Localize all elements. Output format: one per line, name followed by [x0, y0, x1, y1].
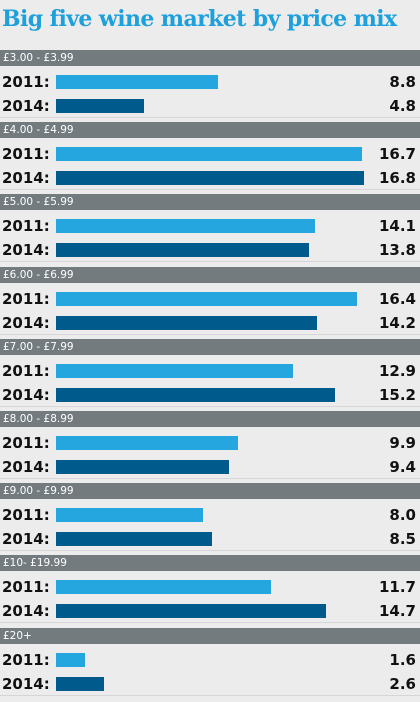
- data-label: 15.2: [378, 385, 416, 404]
- data-label: 8.0: [389, 506, 416, 525]
- bar-2014: [56, 676, 104, 691]
- price-band-group: £9.00 - £9.99 2011: 8.0 2014: 8.5: [0, 483, 420, 555]
- price-band-group: £10- £19.99 2011: 11.7 2014: 14.7: [0, 555, 420, 627]
- data-label: 4.8: [389, 97, 416, 115]
- price-band-group: £4.00 - £4.99 2011: 16.7 2014: 16.8: [0, 122, 420, 194]
- bar-2011: [56, 436, 238, 450]
- bar-2014: [56, 243, 309, 258]
- price-band-group: £5.00 - £5.99 2011: 14.1 2014: 13.8: [0, 194, 420, 266]
- price-band-label: £6.00 - £6.99: [0, 266, 420, 283]
- bar-2014: [56, 532, 212, 547]
- bar-row: 2014: 15.2: [0, 383, 420, 407]
- data-label: 1.6: [389, 650, 416, 669]
- bar-2011: [56, 147, 362, 162]
- price-band-group: £3.00 - £3.99 2011: 8.8 2014: 4.8: [0, 50, 420, 122]
- series-label: 2014:: [2, 313, 50, 332]
- bar-2011: [56, 580, 271, 595]
- data-label: 8.5: [389, 530, 416, 549]
- series-label: 2014:: [2, 458, 50, 476]
- bar-2011: [56, 291, 357, 306]
- bar-row: 2011: 9.9: [0, 431, 420, 455]
- bar-2011: [56, 363, 293, 378]
- bar-2011: [56, 75, 218, 89]
- data-label: 8.8: [389, 73, 416, 91]
- data-label: 9.4: [389, 458, 416, 476]
- series-label: 2014:: [2, 241, 50, 260]
- series-label: 2014:: [2, 385, 50, 404]
- data-label: 2.6: [389, 674, 416, 693]
- series-label: 2014:: [2, 97, 50, 115]
- series-label: 2011:: [2, 289, 50, 308]
- series-label: 2014:: [2, 602, 50, 621]
- chart-title: Big five wine market by price mix: [2, 6, 397, 32]
- price-band-group: £20+ 2011: 1.6 2014: 2.6: [0, 627, 420, 700]
- series-label: 2011:: [2, 434, 50, 452]
- price-band-group: £7.00 - £7.99 2011: 12.9 2014: 15.2: [0, 338, 420, 411]
- series-label: 2011:: [2, 506, 50, 525]
- bar-2011: [56, 508, 203, 523]
- price-band-group: £6.00 - £6.99 2011: 16.4 2014: 14.2: [0, 266, 420, 339]
- bar-2011: [56, 219, 315, 234]
- bar-2014: [56, 315, 317, 330]
- data-label: 12.9: [378, 361, 416, 380]
- bar-row: 2014: 2.6: [0, 672, 420, 696]
- bar-2014: [56, 604, 326, 619]
- price-band-label: £20+: [0, 627, 420, 644]
- price-band-label: £3.00 - £3.99: [0, 50, 420, 66]
- series-label: 2014:: [2, 530, 50, 549]
- price-band-label: £10- £19.99: [0, 555, 420, 572]
- series-label: 2014:: [2, 674, 50, 693]
- series-label: 2011:: [2, 361, 50, 380]
- data-label: 16.4: [378, 289, 416, 308]
- series-label: 2014:: [2, 169, 50, 188]
- data-label: 14.2: [378, 313, 416, 332]
- data-label: 16.7: [378, 145, 416, 164]
- bar-row: 2014: 16.8: [0, 166, 420, 191]
- bar-row: 2011: 11.7: [0, 575, 420, 599]
- bar-2014: [56, 171, 364, 186]
- data-label: 14.7: [378, 602, 416, 621]
- price-band-label: £8.00 - £8.99: [0, 411, 420, 427]
- bar-row: 2011: 16.4: [0, 287, 420, 311]
- bar-row: 2011: 1.6: [0, 648, 420, 672]
- bar-row: 2011: 8.8: [0, 70, 420, 94]
- series-label: 2011:: [2, 217, 50, 236]
- bar-row: 2014: 13.8: [0, 238, 420, 263]
- bar-row: 2014: 9.4: [0, 455, 420, 479]
- bar-2014: [56, 460, 229, 474]
- bar-2014: [56, 387, 335, 402]
- bar-row: 2011: 8.0: [0, 503, 420, 527]
- price-band-label: £9.00 - £9.99: [0, 483, 420, 500]
- series-label: 2011:: [2, 73, 50, 91]
- bar-row: 2014: 4.8: [0, 94, 420, 118]
- data-label: 9.9: [389, 434, 416, 452]
- bar-row: 2011: 16.7: [0, 142, 420, 166]
- bar-2011: [56, 652, 85, 667]
- series-label: 2011:: [2, 578, 50, 597]
- price-band-label: £5.00 - £5.99: [0, 194, 420, 211]
- price-band-label: £7.00 - £7.99: [0, 338, 420, 355]
- bar-2014: [56, 99, 144, 113]
- bar-row: 2014: 14.7: [0, 599, 420, 624]
- data-label: 14.1: [378, 217, 416, 236]
- price-band-label: £4.00 - £4.99: [0, 122, 420, 139]
- series-label: 2011:: [2, 650, 50, 669]
- data-label: 16.8: [378, 169, 416, 188]
- data-label: 13.8: [378, 241, 416, 260]
- price-band-group: £8.00 - £8.99 2011: 9.9 2014: 9.4: [0, 411, 420, 483]
- bar-row: 2014: 8.5: [0, 527, 420, 552]
- data-label: 11.7: [378, 578, 416, 597]
- bar-row: 2011: 14.1: [0, 214, 420, 238]
- bar-row: 2014: 14.2: [0, 311, 420, 335]
- series-label: 2011:: [2, 145, 50, 164]
- bar-row: 2011: 12.9: [0, 359, 420, 383]
